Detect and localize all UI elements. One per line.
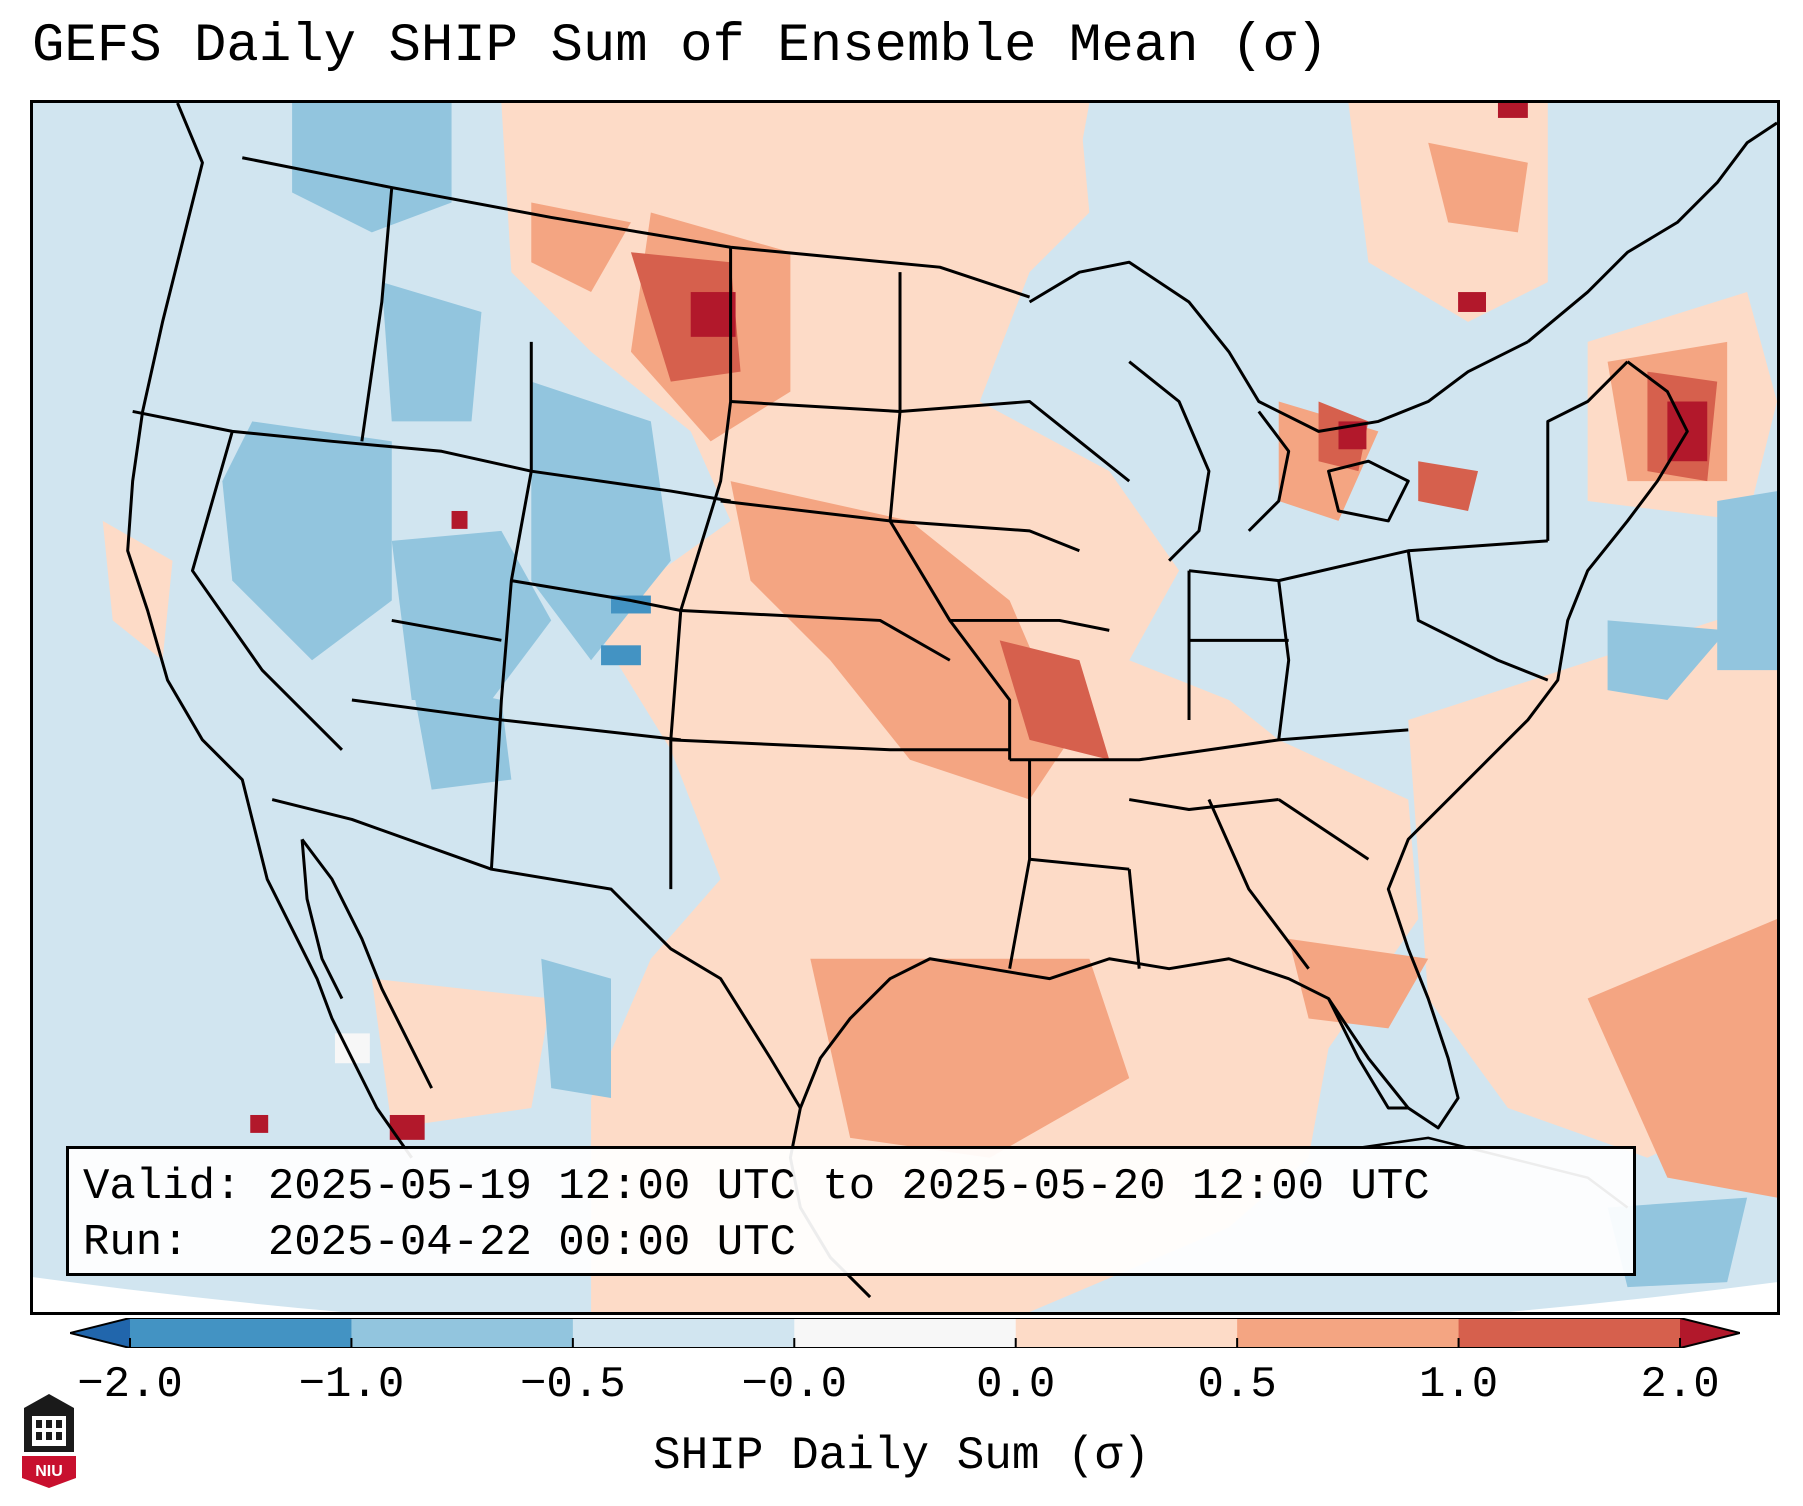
run-label: Run: — [83, 1218, 189, 1268]
logo-text: NIU — [35, 1463, 63, 1480]
colorbar — [70, 1318, 1740, 1348]
colorbar-tick-label: 0.0 — [976, 1360, 1056, 1410]
colorbar-bin — [351, 1318, 574, 1348]
map-title: GEFS Daily SHIP Sum of Ensemble Mean (σ) — [32, 16, 1329, 77]
colorbar-tick-label: −0.0 — [741, 1360, 848, 1410]
very-strong-positive-field — [250, 103, 1708, 1140]
colorbar-bin — [794, 1318, 1017, 1348]
valid-label: Valid: — [83, 1162, 242, 1212]
colorbar-bin — [1015, 1318, 1238, 1348]
niu-logo: NIU — [22, 1394, 76, 1488]
colorbar-tick-label: 1.0 — [1418, 1360, 1499, 1410]
colorbar-extend-low — [70, 1318, 130, 1348]
colorbar-tick-label: −1.0 — [298, 1360, 405, 1410]
info-box: Valid: 2025-05-19 12:00 UTC to 2025-05-2… — [66, 1146, 1636, 1276]
colorbar-tick-label: −2.0 — [77, 1360, 183, 1410]
colorbar-bin — [1458, 1318, 1681, 1348]
colorbar-bin — [130, 1318, 352, 1348]
run-line: Run: 2025-04-22 00:00 UTC — [83, 1215, 1619, 1271]
colorbar-extend-high — [1680, 1318, 1740, 1348]
coastlines-and-borders — [126, 103, 1777, 1299]
map-canvas — [33, 103, 1777, 1312]
colorbar-tick-label: −0.5 — [520, 1360, 626, 1410]
colorbar-label: SHIP Daily Sum (σ) — [653, 1430, 1150, 1482]
map-panel — [30, 100, 1780, 1315]
colorbar-bin — [572, 1318, 795, 1348]
colorbar-tick-label: 2.0 — [1640, 1360, 1720, 1410]
colorbar-ticks: −2.0 −1.0 −0.5 −0.0 0.0 0.5 1.0 2.0 — [0, 1360, 1803, 1420]
colorbar-bin — [1237, 1318, 1460, 1348]
colorbar-tick-label: 0.5 — [1197, 1360, 1277, 1410]
valid-value: 2025-05-19 12:00 UTC to 2025-05-20 12:00… — [267, 1162, 1430, 1212]
valid-line: Valid: 2025-05-19 12:00 UTC to 2025-05-2… — [83, 1159, 1619, 1215]
run-value: 2025-04-22 00:00 UTC — [267, 1218, 796, 1268]
